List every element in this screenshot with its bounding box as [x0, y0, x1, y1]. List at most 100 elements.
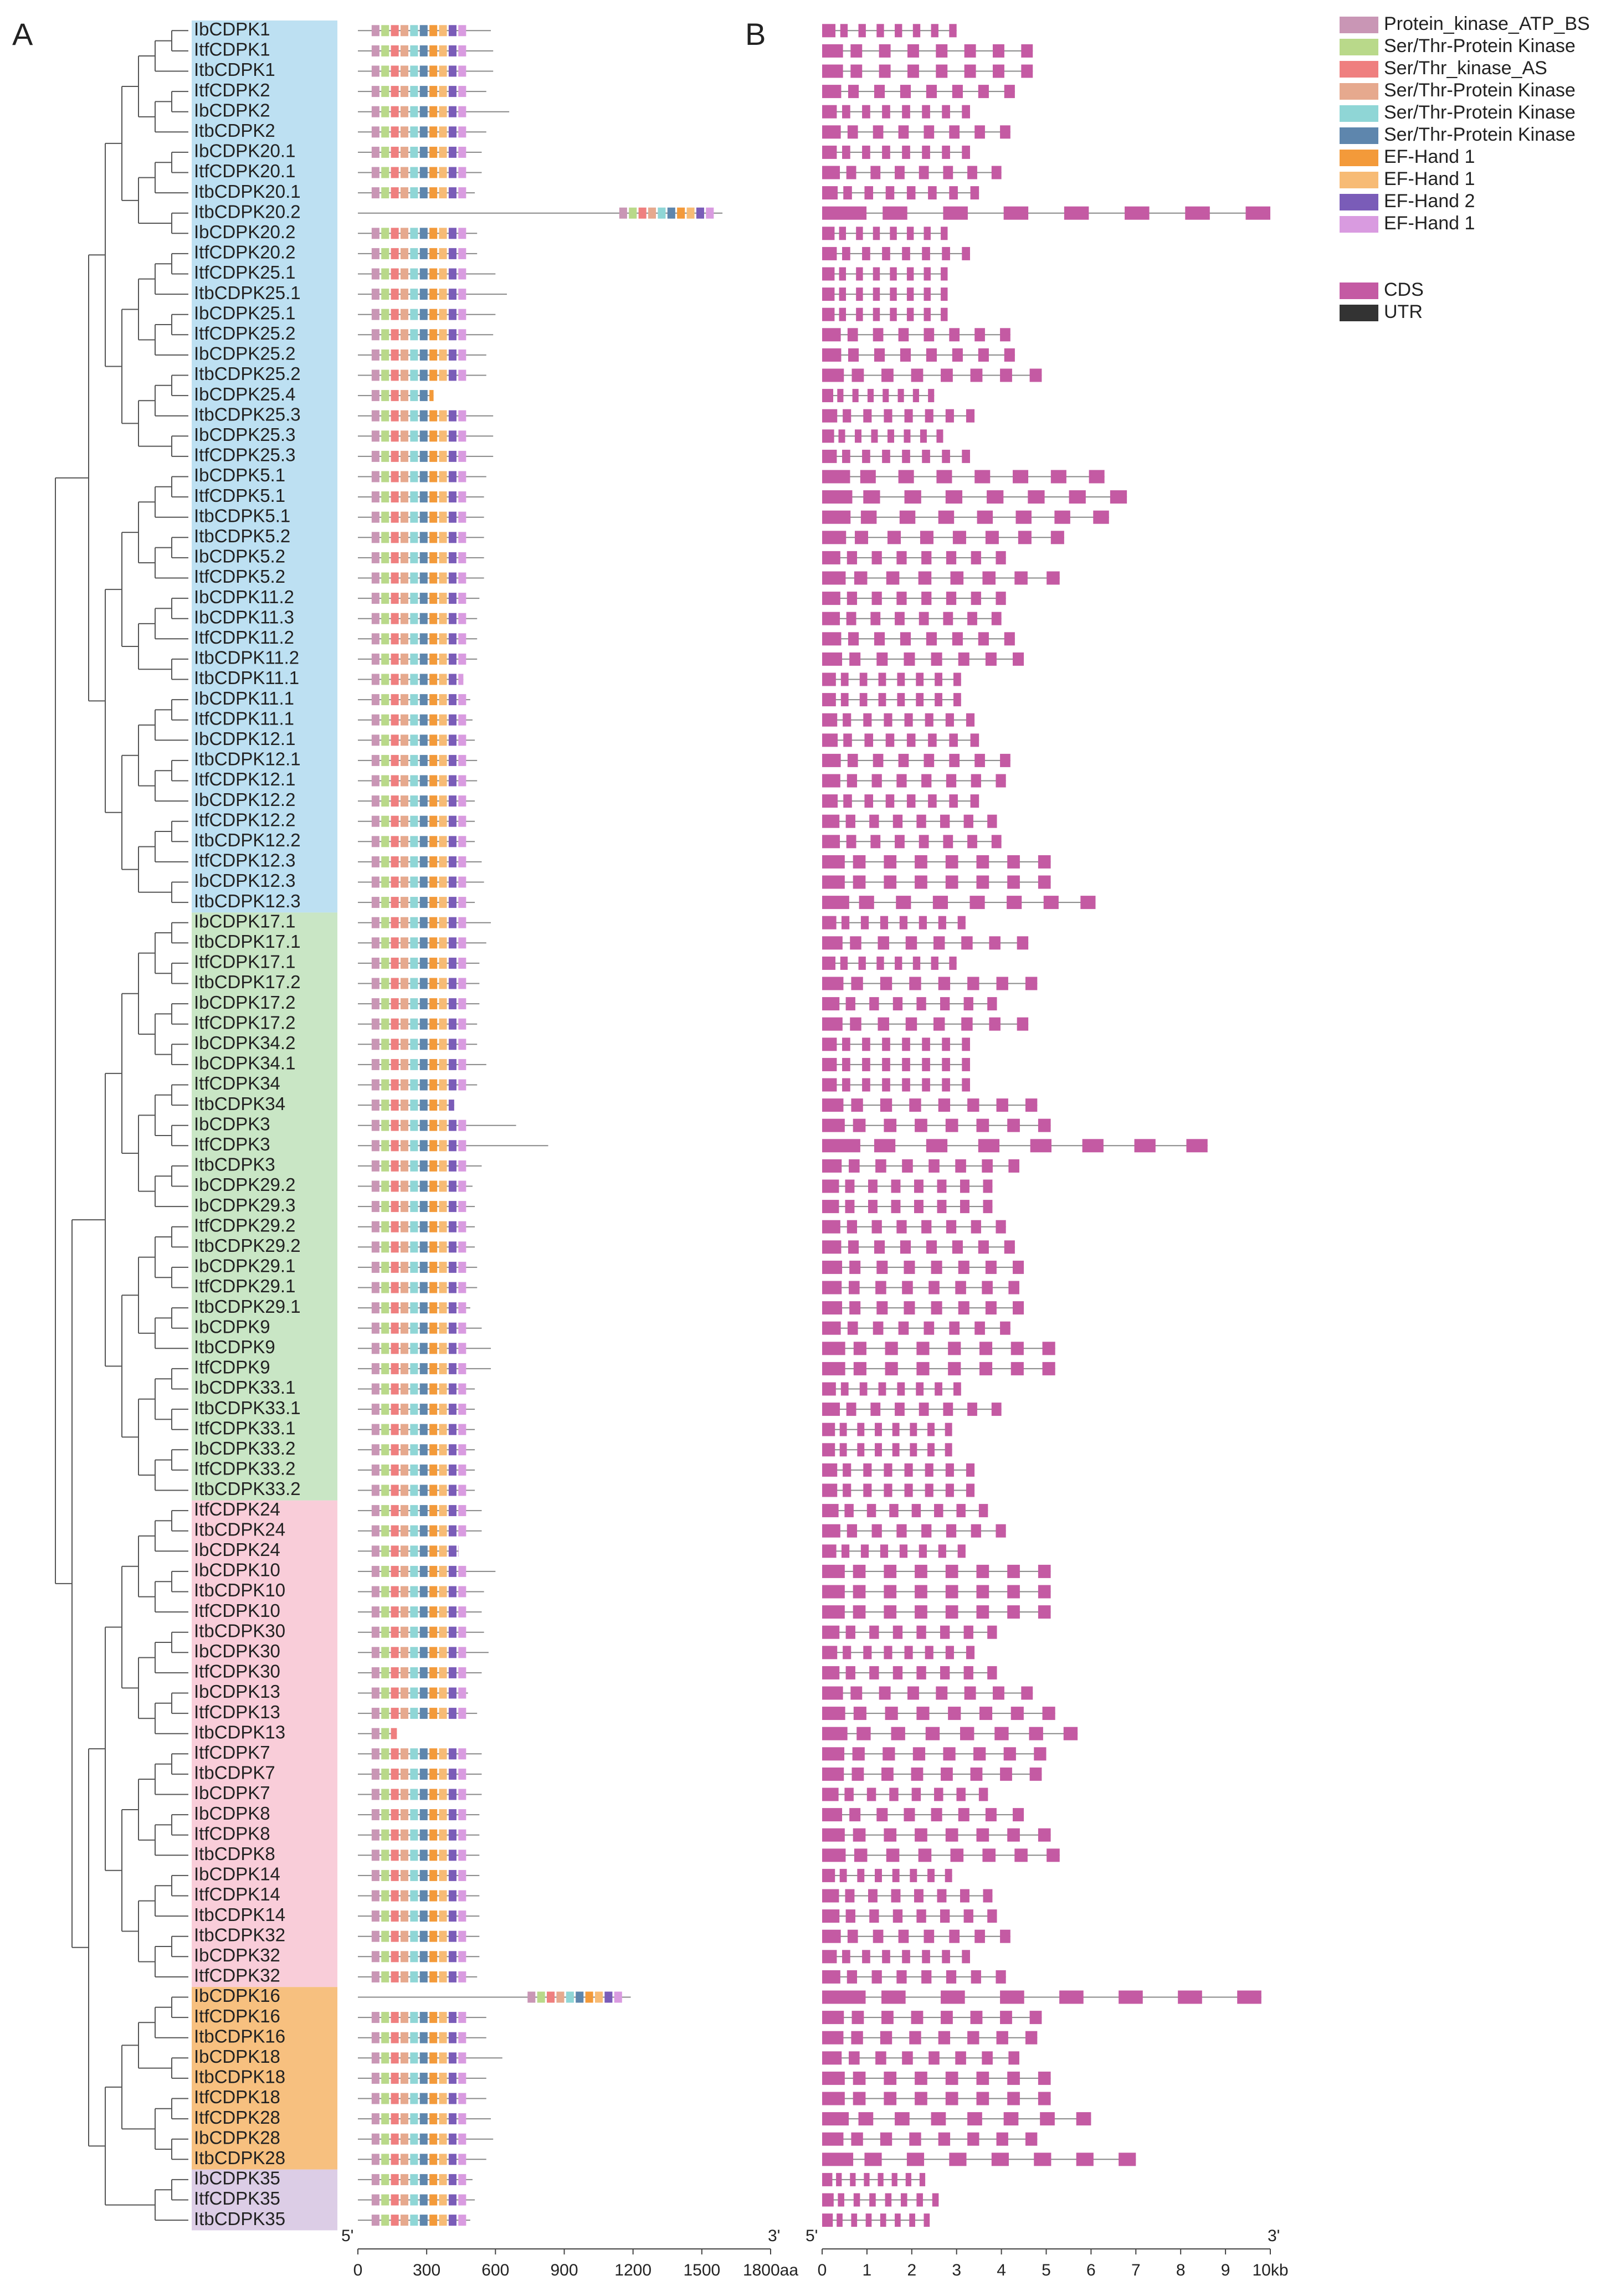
domain	[391, 1545, 399, 1557]
domain	[448, 2052, 456, 2064]
exon	[874, 1139, 896, 1153]
tick-label: 1500	[683, 2261, 720, 2279]
domain	[400, 1829, 409, 1841]
exon	[912, 956, 921, 970]
domain	[429, 106, 438, 117]
domain	[400, 917, 409, 928]
exon	[822, 1808, 843, 1822]
domain	[458, 1829, 466, 1841]
domain	[391, 1485, 399, 1496]
panel-label: A	[12, 17, 33, 52]
domain	[458, 450, 466, 462]
exon	[921, 551, 932, 564]
domain	[419, 1221, 428, 1232]
exon	[822, 1707, 845, 1720]
exon	[856, 227, 863, 240]
exon	[822, 267, 835, 281]
exon	[889, 1504, 899, 1518]
domain	[381, 2113, 389, 2125]
domain	[400, 450, 409, 462]
domain	[448, 25, 456, 37]
exon	[1034, 1747, 1047, 1761]
domain	[429, 856, 438, 867]
domain	[410, 1809, 418, 1821]
exon	[958, 1808, 969, 1822]
domain	[429, 1971, 438, 1982]
domain	[458, 917, 466, 928]
exon	[906, 267, 914, 281]
exon	[991, 835, 1002, 849]
exon	[1000, 1321, 1010, 1335]
domain	[439, 674, 447, 685]
exon	[840, 693, 849, 707]
domain	[429, 937, 438, 949]
domain	[458, 593, 466, 604]
gene-name: ItfCDPK1	[194, 39, 270, 60]
domain	[381, 187, 389, 199]
domain	[439, 1241, 447, 1253]
domain	[400, 45, 409, 56]
exon	[862, 449, 870, 463]
domain	[458, 1079, 466, 1091]
domain	[429, 1768, 438, 1780]
exon	[897, 1382, 905, 1396]
domain	[400, 1505, 409, 1517]
clade-band	[192, 1500, 337, 1987]
exon	[875, 1868, 882, 1882]
domain	[371, 167, 379, 178]
domain	[381, 1829, 389, 1841]
exon	[852, 1747, 865, 1761]
domain	[371, 633, 379, 645]
exon	[985, 1260, 997, 1274]
exon	[822, 1544, 837, 1558]
domain	[439, 1869, 447, 1881]
exon	[864, 2172, 870, 2186]
domain	[448, 471, 456, 482]
domain	[400, 1890, 409, 1902]
domain	[419, 45, 428, 56]
exon	[822, 1788, 839, 1801]
gene-name: IbCDPK9	[194, 1316, 270, 1337]
exon	[822, 510, 851, 524]
exon	[970, 186, 979, 200]
domain	[391, 1363, 399, 1374]
gene-name: ItbCDPK17.1	[194, 931, 301, 952]
exon	[966, 409, 975, 423]
exon	[902, 246, 910, 260]
domain	[410, 2174, 418, 2185]
exon	[897, 672, 905, 686]
domain	[448, 1079, 456, 1091]
domain	[429, 1180, 438, 1192]
exon	[946, 551, 957, 564]
exon	[996, 1524, 1006, 1538]
domain	[400, 937, 409, 949]
exon	[850, 1017, 861, 1031]
domain	[448, 1565, 456, 1577]
domain	[371, 2052, 379, 2064]
exon	[884, 1646, 892, 1660]
exon	[822, 956, 836, 970]
domain	[371, 390, 379, 402]
domain	[429, 1930, 438, 1942]
domain	[439, 876, 447, 888]
domain	[419, 572, 428, 584]
domain	[371, 815, 379, 827]
exon	[938, 1098, 951, 1112]
exon	[933, 936, 945, 950]
exon	[945, 1483, 954, 1497]
exon	[847, 1220, 858, 1234]
domain	[400, 633, 409, 645]
exon	[1054, 510, 1070, 524]
legend-label: EF-Hand 1	[1384, 168, 1475, 189]
gene-name: IbCDPK24	[194, 1539, 280, 1560]
exon	[874, 348, 885, 362]
exon	[895, 2112, 910, 2126]
domain	[419, 897, 428, 908]
exon	[940, 1625, 950, 1639]
domain	[381, 856, 389, 867]
exon	[953, 1382, 961, 1396]
domain	[458, 1059, 466, 1070]
domain	[448, 2154, 456, 2165]
gene-name: ItfCDPK34	[194, 1073, 280, 1093]
exon	[915, 1828, 927, 1842]
